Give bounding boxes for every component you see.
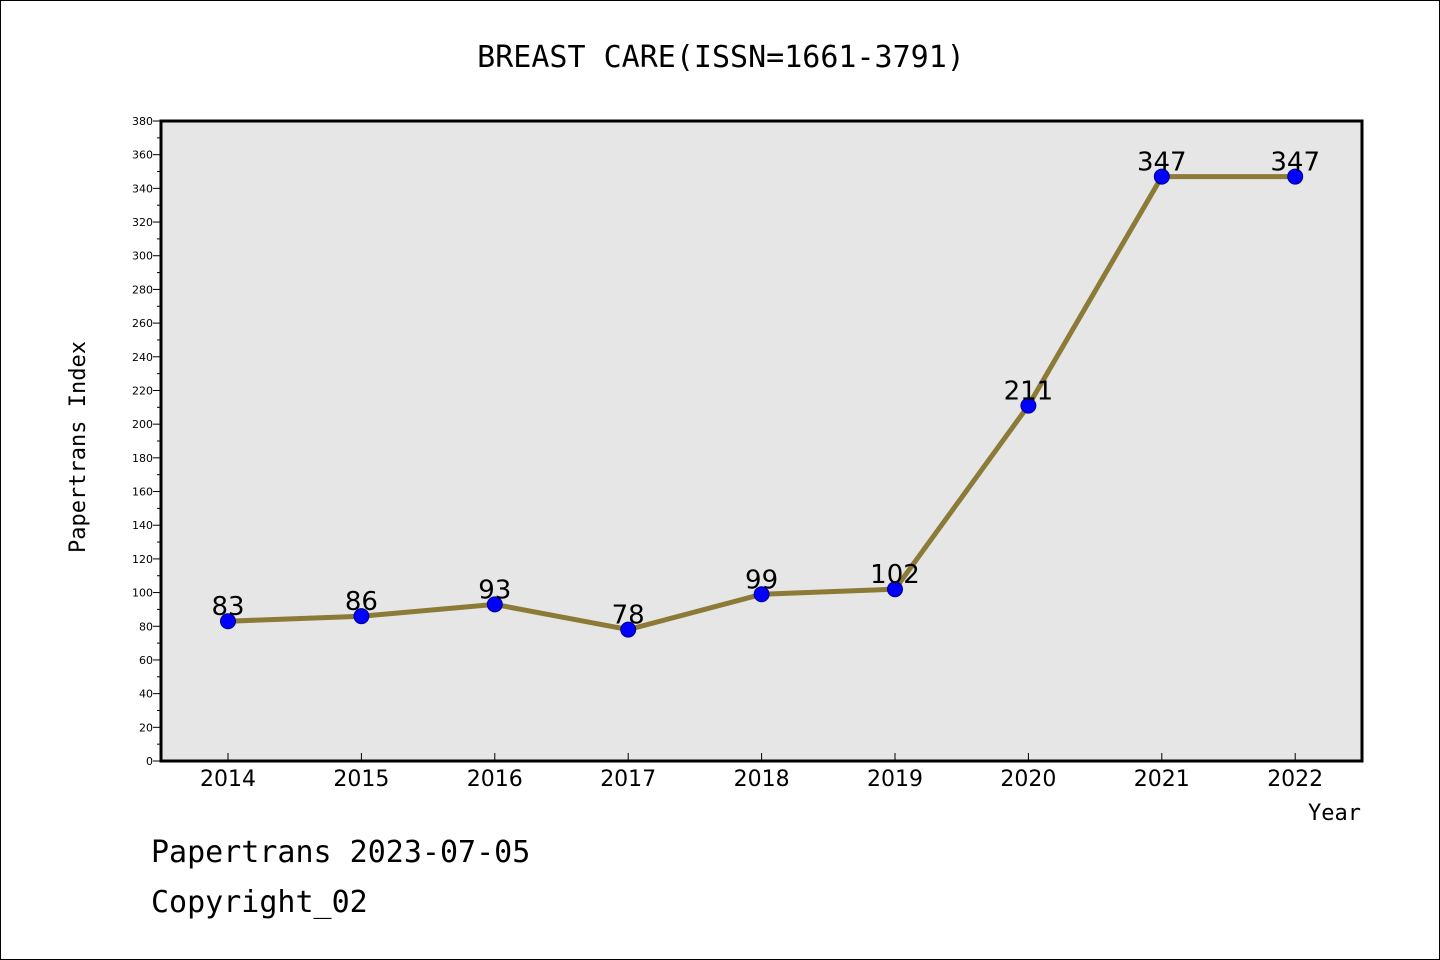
data-label: 86 (345, 587, 378, 617)
data-point-marker (1020, 397, 1037, 414)
y-tick-label: 200 (132, 418, 153, 431)
series-layer: 83 86 93 78 99 102 211 347 347 (211, 148, 1320, 638)
y-tick-label: 340 (132, 182, 153, 195)
data-point-marker (486, 596, 503, 613)
data-point-marker (353, 608, 370, 625)
data-label: 347 (1137, 148, 1187, 178)
y-tick-label: 120 (132, 553, 153, 566)
y-tick-label: 0 (146, 755, 153, 768)
y-tick-label: 380 (132, 115, 153, 128)
x-axis: 2014 2015 2016 2017 2018 2019 2020 2021 2022 (200, 753, 1323, 792)
y-tick-label: 300 (132, 250, 153, 263)
x-tick-label: 2017 (600, 767, 656, 792)
x-tick-label: 2022 (1267, 767, 1323, 792)
data-point-marker (753, 586, 770, 603)
data-point-marker (887, 581, 903, 598)
x-tick-label: 2020 (1000, 767, 1056, 792)
y-tick-label: 140 (132, 519, 153, 532)
x-tick-label: 2014 (200, 767, 256, 792)
data-point-marker (1153, 168, 1170, 185)
x-tick-label: 2018 (734, 767, 790, 792)
data-label: 93 (478, 575, 511, 605)
chart-title: BREAST CARE(ISSN=1661-3791) (477, 40, 965, 75)
data-point-marker (1287, 168, 1304, 185)
y-tick-label: 220 (132, 384, 153, 397)
x-tick-label: 2019 (867, 767, 923, 792)
y-tick-label: 280 (132, 283, 153, 296)
data-point-marker (220, 613, 236, 630)
footer-copyright-text: Copyright_02 (151, 885, 368, 920)
y-tick-label: 80 (139, 620, 153, 633)
data-label: 347 (1270, 148, 1320, 178)
y-tick-label: 60 (139, 654, 153, 667)
y-tick-label: 240 (132, 351, 153, 364)
plot-area (159, 119, 1364, 763)
x-tick-label: 2021 (1134, 767, 1190, 792)
data-point-marker (620, 621, 637, 638)
x-tick-label: 2016 (467, 767, 523, 792)
data-label: 211 (1004, 377, 1054, 407)
x-axis-label: Year (1308, 801, 1361, 826)
y-tick-label: 360 (132, 149, 153, 162)
y-tick-label: 160 (132, 486, 153, 499)
data-label: 83 (211, 592, 244, 622)
y-tick-label: 320 (132, 216, 153, 229)
y-axis: 0 20 40 60 80 100 120 140 160 180 200 220 240 260 280 3… (132, 115, 161, 768)
y-tick-label: 40 (139, 688, 153, 701)
data-label: 102 (870, 560, 920, 590)
y-tick-label: 100 (132, 587, 153, 600)
y-axis-label: Papertrans Index (66, 341, 91, 553)
y-tick-label: 180 (132, 452, 153, 465)
y-tick-label: 20 (139, 721, 153, 734)
x-tick-label: 2015 (333, 767, 389, 792)
data-label: 78 (612, 601, 645, 631)
data-label: 99 (745, 565, 778, 595)
footer-date-text: Papertrans 2023-07-05 (151, 835, 531, 870)
y-tick-label: 260 (132, 317, 153, 330)
